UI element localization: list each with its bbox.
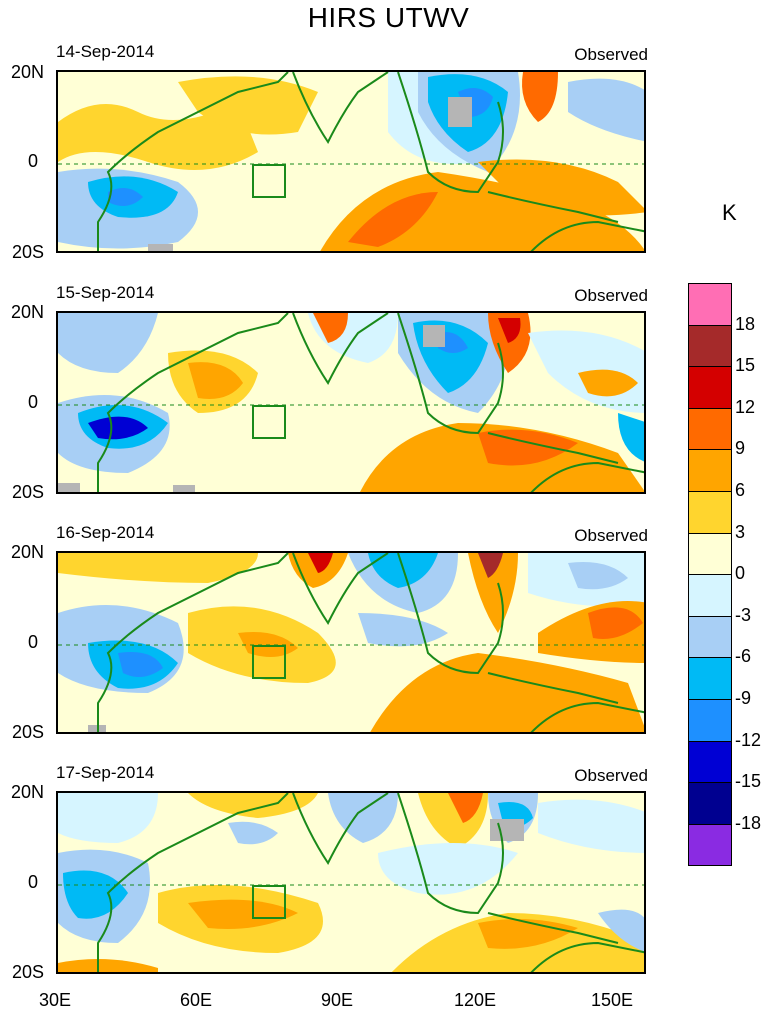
panel-label: Observed [574, 45, 648, 64]
colorbar-swatch [688, 532, 732, 576]
colorbar-label: 12 [735, 396, 756, 417]
colorbar-label: -15 [735, 771, 762, 792]
colorbar-swatch [688, 657, 732, 700]
colorbar-label: -6 [735, 646, 752, 667]
map-panel [56, 70, 646, 253]
colorbar-label: -3 [735, 604, 752, 625]
colorbar-swatch [688, 366, 732, 409]
map-panel [56, 311, 646, 494]
colorbar-label: -9 [735, 688, 752, 708]
colorbar-swatch [688, 491, 732, 534]
panel-date: 14-Sep-2014 [56, 42, 155, 61]
colorbar-swatch [688, 324, 732, 368]
colorbar-swatch [688, 407, 732, 451]
colorbar-swatch [688, 615, 732, 659]
lon-label: 150E [590, 990, 634, 1010]
lon-label: 90E [320, 990, 354, 1010]
colorbar-swatch [688, 283, 732, 326]
panel-label: Observed [574, 526, 648, 545]
colorbar-unit: K [722, 200, 737, 225]
colorbar-label: 6 [735, 480, 746, 500]
lon-label: 60E [179, 990, 213, 1010]
colorbar-swatch [688, 699, 732, 742]
lon-label: 120E [453, 990, 497, 1010]
lat-label-20s: 20S [11, 722, 44, 742]
panel-label: Observed [574, 766, 648, 785]
panel-date: 15-Sep-2014 [56, 283, 155, 302]
colorbar-swatch [688, 782, 732, 825]
colorbar-label: 15 [735, 355, 756, 376]
panel-label: Observed [574, 286, 648, 305]
lat-label-20n: 20N [10, 62, 44, 82]
map-field [58, 313, 644, 492]
panel-date: 16-Sep-2014 [56, 523, 155, 542]
colorbar-swatch [688, 574, 732, 617]
map-field [58, 793, 644, 972]
lat-label-eq: 0 [27, 632, 38, 652]
lat-label-20s: 20S [11, 962, 44, 982]
colorbar-swatch [688, 449, 732, 492]
colorbar-label: 0 [735, 563, 746, 584]
map-field [58, 553, 644, 732]
lon-label: 30E [38, 990, 72, 1010]
colorbar-label: -18 [735, 812, 762, 833]
colorbar-label: -12 [735, 729, 762, 750]
lat-label-20s: 20S [11, 242, 44, 262]
colorbar-swatch [688, 823, 732, 867]
panel-date: 17-Sep-2014 [56, 763, 155, 782]
map-panel [56, 551, 646, 734]
lat-label-20s: 20S [11, 482, 44, 502]
colorbar-label: 18 [735, 313, 756, 334]
colorbar-label: 3 [735, 521, 746, 542]
lat-label-eq: 0 [27, 392, 38, 412]
map-panel [56, 791, 646, 974]
chart-title: HIRS UTWV [307, 2, 470, 33]
colorbar-swatch [688, 740, 732, 784]
lat-label-20n: 20N [10, 542, 44, 562]
colorbar-label: 9 [735, 438, 746, 459]
map-field [58, 72, 644, 251]
lat-label-20n: 20N [10, 302, 44, 322]
lat-label-20n: 20N [10, 782, 44, 802]
lat-label-eq: 0 [27, 151, 38, 171]
lat-label-eq: 0 [27, 872, 38, 892]
